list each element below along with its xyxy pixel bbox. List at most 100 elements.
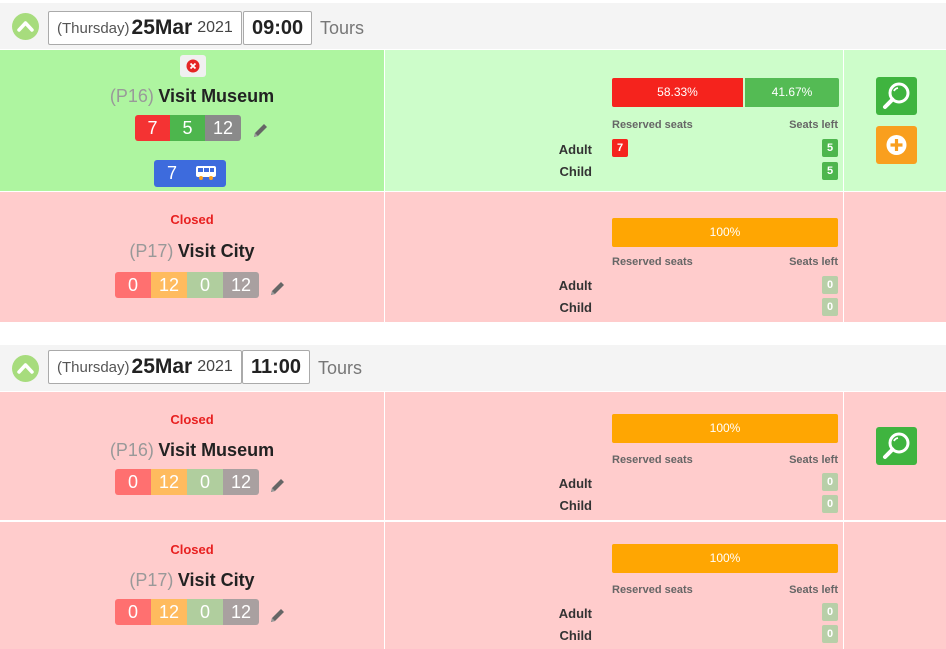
child-left-badge: 0 [822, 298, 838, 316]
child-left-badge: 0 [822, 625, 838, 643]
occupancy-bar: 100% [612, 218, 838, 247]
tour-actions [844, 50, 946, 191]
tour-row: Closed (P17) Visit City 0 12 0 12 100% R… [0, 522, 946, 649]
child-left-badge: 0 [822, 495, 838, 513]
collapse-toggle-button[interactable] [12, 13, 39, 40]
passenger-type-adult: Adult [558, 476, 592, 491]
column-divider [843, 392, 844, 520]
plus-circle-icon [886, 135, 907, 155]
magnifier-icon [883, 432, 910, 459]
pencil-icon[interactable] [268, 605, 288, 625]
seats-left-label: Seats left [789, 454, 838, 466]
full-bar-segment: 100% [612, 414, 838, 443]
search-button[interactable] [876, 427, 917, 465]
tour-code: (P16) [109, 86, 154, 106]
bus-badge[interactable]: 7 [154, 160, 226, 187]
occupancy-bar: 100% [612, 414, 838, 443]
date-day-month: 25Mar [131, 355, 193, 378]
date-day-month: 25Mar [131, 16, 193, 39]
tour-actions [844, 192, 946, 322]
time-slot: (Thursday) 25Mar 2021 09:00 Tours (P16) … [0, 3, 946, 322]
counter-blocked: 12 [151, 599, 187, 625]
date-year: 2021 [197, 19, 233, 36]
bus-icon [196, 166, 216, 180]
seat-summary: 100% Reserved seats Seats left Adult 0 C… [385, 192, 843, 322]
adult-left-badge: 0 [822, 473, 838, 491]
pencil-icon[interactable] [268, 278, 288, 298]
collapse-toggle-button[interactable] [12, 355, 39, 382]
date-weekday: (Thursday) [57, 19, 130, 37]
seat-counters: 7 5 12 [135, 115, 241, 141]
slot-type-label: Tours [318, 358, 363, 378]
time-slot: (Thursday) 25Mar 2021 11:00 Tours Closed… [0, 345, 946, 649]
tour-name: Visit City [177, 241, 255, 261]
reserved-seats-label: Reserved seats [612, 454, 693, 466]
passenger-type-adult: Adult [558, 142, 592, 157]
tour-title: (P17) Visit City [0, 570, 384, 591]
counter-left: 0 [187, 599, 223, 625]
tour-title: (P16) Visit Museum [0, 86, 384, 107]
child-left-badge: 5 [822, 162, 838, 180]
adult-left-badge: 0 [822, 276, 838, 294]
close-circle-icon [186, 59, 200, 73]
tour-row: Closed (P16) Visit Museum 0 12 0 12 100%… [0, 392, 946, 520]
counter-left: 0 [187, 469, 223, 495]
counter-blocked: 12 [151, 469, 187, 495]
occupancy-bar: 100% [612, 544, 838, 573]
date-year: 2021 [197, 358, 233, 375]
tour-info: Closed (P16) Visit Museum 0 12 0 12 [0, 392, 384, 520]
column-divider [384, 50, 385, 191]
date-display: (Thursday) 25Mar 2021 [48, 11, 242, 45]
full-bar-segment: 100% [612, 544, 838, 573]
passenger-type-child: Child [559, 498, 593, 513]
date-display: (Thursday) 25Mar 2021 [48, 350, 242, 384]
reserved-seats-label: Reserved seats [612, 256, 693, 268]
pencil-icon[interactable] [251, 120, 271, 140]
tour-code: (P16) [109, 440, 154, 460]
seat-counters: 0 12 0 12 [115, 599, 259, 625]
counter-total: 12 [223, 469, 259, 495]
passenger-type-child: Child [559, 300, 593, 315]
counter-left: 0 [187, 272, 223, 298]
slot-header: (Thursday) 25Mar 2021 09:00 Tours [0, 3, 946, 49]
time-display: 09:00 [243, 11, 313, 45]
full-bar-segment: 100% [612, 218, 838, 247]
seat-summary: 58.33% 41.67% Reserved seats Seats left … [385, 50, 843, 191]
counter-reserved: 7 [135, 115, 170, 141]
tour-title: (P16) Visit Museum [0, 440, 384, 461]
tour-actions [844, 522, 946, 649]
passenger-type-child: Child [559, 628, 593, 643]
status-closed-label: Closed [170, 542, 214, 557]
column-divider [384, 522, 385, 649]
tour-row: (P16) Visit Museum 7 5 12 7 58.33% 41.67… [0, 50, 946, 191]
slot-header: (Thursday) 25Mar 2021 11:00 Tours [0, 345, 946, 391]
add-button[interactable] [876, 126, 917, 164]
tour-code: (P17) [129, 570, 174, 590]
bus-count: 7 [167, 163, 178, 183]
column-divider [843, 192, 844, 322]
search-button[interactable] [876, 77, 917, 115]
tour-info: Closed (P17) Visit City 0 12 0 12 [0, 192, 384, 322]
reserved-seats-label: Reserved seats [612, 119, 693, 131]
passenger-type-child: Child [559, 164, 593, 179]
status-closed-label: Closed [170, 212, 214, 227]
pencil-icon[interactable] [268, 475, 288, 495]
chevron-up-icon [17, 363, 34, 374]
counter-total: 12 [205, 115, 241, 141]
time-display: 11:00 [242, 350, 311, 384]
tour-info: Closed (P17) Visit City 0 12 0 12 [0, 522, 384, 649]
adult-left-badge: 0 [822, 603, 838, 621]
cancel-tour-button[interactable] [180, 55, 206, 77]
seats-left-label: Seats left [789, 119, 838, 131]
tour-title: (P17) Visit City [0, 241, 384, 262]
seat-counters: 0 12 0 12 [115, 469, 259, 495]
counter-reserved: 0 [115, 599, 151, 625]
counter-blocked: 12 [151, 272, 187, 298]
tour-code: (P17) [129, 241, 174, 261]
counter-total: 12 [223, 272, 259, 298]
adult-left-badge: 5 [822, 139, 838, 157]
counter-reserved: 0 [115, 469, 151, 495]
counter-left: 5 [170, 115, 205, 141]
tour-name: Visit Museum [158, 86, 275, 106]
occupancy-bar: 58.33% 41.67% [612, 78, 839, 107]
